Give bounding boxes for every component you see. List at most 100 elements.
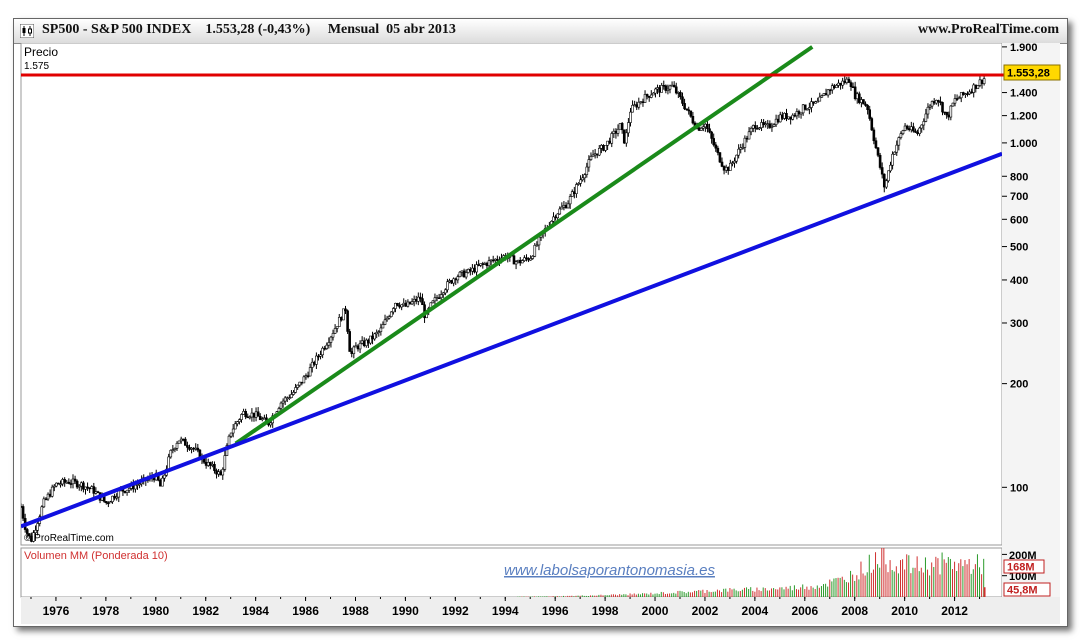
price-bar-body	[446, 281, 449, 291]
price-bar-body	[962, 92, 965, 95]
price-bar-body	[40, 506, 44, 517]
price-bar-body	[710, 131, 713, 139]
price-bar-body	[471, 267, 474, 272]
price-bar-body	[514, 261, 518, 265]
price-bar-body	[774, 118, 778, 125]
price-bar-body	[375, 332, 379, 335]
price-bar-body	[570, 191, 574, 197]
price-bar-body	[945, 111, 948, 116]
price-bar-body	[839, 82, 842, 86]
price-bar-body	[281, 400, 285, 404]
price-bar-body	[383, 319, 387, 325]
price-bar-body	[360, 340, 364, 344]
price-bar-body	[876, 147, 880, 156]
price-bar-body	[529, 258, 532, 261]
price-bar-body	[59, 483, 62, 486]
price-bar-body	[340, 317, 343, 321]
price-bar-body	[406, 301, 410, 307]
price-bar-body	[233, 423, 237, 430]
price-bar-body	[677, 92, 680, 94]
price-bar-body	[685, 108, 688, 111]
price-bar-body	[206, 462, 210, 466]
price-bar-body	[635, 104, 639, 108]
price-bar-body	[701, 126, 705, 129]
price-bar-body	[841, 80, 844, 86]
price-bar-body	[36, 523, 39, 531]
price-bar-body	[672, 84, 676, 88]
price-bar-body	[597, 148, 601, 156]
price-bar-body	[587, 159, 591, 168]
price-bar-body	[575, 184, 578, 194]
price-bar-body	[260, 418, 264, 421]
x-tick-label: 2008	[841, 604, 868, 618]
price-bar-body	[645, 94, 649, 97]
price-bar-body	[689, 110, 693, 117]
price-bar-body	[86, 486, 89, 489]
price-bar-body	[903, 125, 907, 131]
price-bar-body	[387, 316, 391, 319]
price-bar-body	[897, 137, 901, 146]
price-bar-body	[460, 270, 464, 273]
price-bar-body	[616, 128, 620, 134]
price-bar-body	[138, 483, 141, 486]
price-bar-body	[959, 92, 963, 99]
price-bar-body	[664, 85, 668, 91]
price-bar-body	[479, 263, 483, 266]
price-bar-body	[313, 361, 316, 365]
price-bar-body	[244, 410, 247, 418]
price-bar-body	[912, 126, 915, 132]
price-bar-body	[724, 167, 728, 171]
price-bar-body	[204, 462, 208, 466]
price-bar-body	[739, 147, 743, 150]
price-bar-body	[466, 269, 470, 273]
price-bar-body	[847, 78, 851, 83]
price-bar-body	[585, 166, 589, 175]
price-bar-body	[808, 107, 811, 110]
price-bar-body	[80, 482, 83, 487]
price-bar-body	[285, 397, 289, 400]
price-bar-body	[880, 167, 884, 175]
x-tick-label: 1992	[442, 604, 469, 618]
watermark-text: www.labolsaporantonomasia.es	[504, 562, 715, 579]
price-bar-body	[924, 113, 928, 122]
trendline	[21, 151, 1002, 529]
price-bar-body	[254, 411, 258, 418]
price-bar-body	[595, 153, 599, 156]
y-tick-label: 300	[1010, 318, 1028, 330]
x-tick-label: 1998	[592, 604, 619, 618]
price-bar-body	[756, 128, 759, 130]
price-bar-body	[159, 479, 162, 487]
price-bar-body	[872, 129, 876, 142]
price-bar-body	[136, 484, 139, 486]
price-bar-body	[369, 335, 372, 344]
volume-axis-label-200m: 200M	[1009, 550, 1037, 562]
trendlines	[21, 45, 1002, 529]
price-bar-body	[294, 387, 297, 393]
price-bar-body	[812, 101, 815, 104]
price-bar-body	[785, 113, 788, 120]
price-bar-body	[799, 112, 803, 115]
price-bar-body	[593, 153, 597, 156]
price-bar-body	[922, 121, 926, 126]
price-bar-body	[968, 91, 971, 95]
price-bar-body	[934, 100, 938, 104]
price-bar-body	[346, 310, 349, 332]
price-bar-body	[708, 128, 711, 133]
price-bar-body	[527, 258, 530, 261]
y-tick-label: 1.000	[1010, 138, 1038, 150]
price-bar-body	[797, 111, 801, 115]
price-bar-body	[828, 89, 832, 92]
price-bar-body	[410, 301, 414, 305]
price-bar-body	[980, 79, 984, 84]
price-bar-body	[589, 156, 593, 160]
price-bar-body	[932, 101, 936, 104]
price-bar-body	[21, 506, 25, 519]
price-bar-body	[477, 264, 480, 266]
price-bar-body	[464, 272, 468, 278]
price-bar-body	[666, 88, 670, 91]
price-bar-body	[608, 140, 611, 144]
price-bar-body	[335, 326, 339, 329]
price-bar-body	[864, 103, 867, 106]
y-tick-label: 1.400	[1010, 88, 1038, 100]
price-bar-body	[974, 84, 978, 89]
